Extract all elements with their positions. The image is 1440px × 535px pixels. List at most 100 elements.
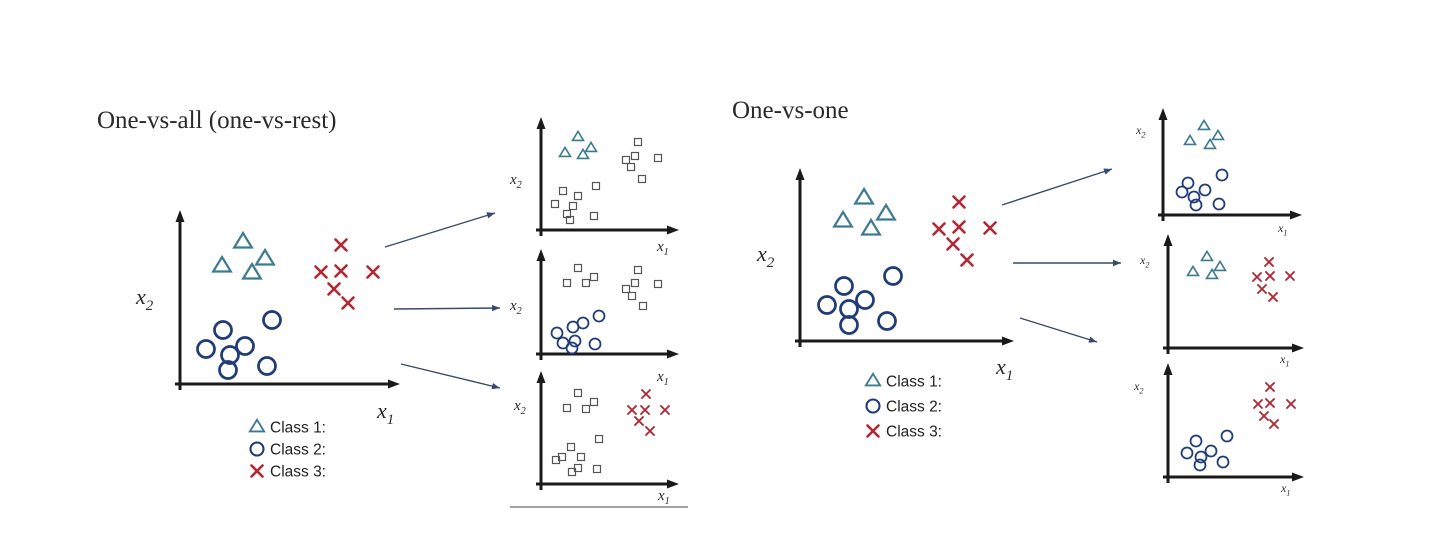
class-2-circle-icon xyxy=(839,299,859,319)
rest-square-icon xyxy=(653,153,663,163)
class-2-circle-icon xyxy=(1204,444,1218,458)
rest-square-icon xyxy=(638,301,648,311)
rest-square-icon xyxy=(573,388,583,398)
class-3-cross-icon xyxy=(1257,284,1267,294)
class-2-circle-icon xyxy=(220,345,240,365)
class-2-circle-icon xyxy=(568,334,582,348)
x2-axis-label-main: x xyxy=(1139,253,1146,267)
x1-axis-label-main: x xyxy=(657,488,665,504)
x2-axis-label-sub: 2 xyxy=(146,298,154,314)
x-axis-arrowhead-icon xyxy=(388,379,400,389)
class-3-cross-icon xyxy=(334,264,348,278)
legend-label-cross: Class 3: xyxy=(886,424,942,441)
class-1-triangle-icon xyxy=(1203,137,1217,150)
y-axis-arrowhead-icon xyxy=(175,210,185,222)
x-axis-arrowhead-icon xyxy=(1292,343,1304,353)
ovo-arrow-to-c-vs-x-head-icon xyxy=(1088,336,1097,343)
rest-square-icon xyxy=(581,404,591,414)
class-1-triangle-icon xyxy=(875,202,897,221)
class-1-triangle-icon xyxy=(1183,133,1197,146)
x2-axis-label-main: x xyxy=(1133,379,1140,393)
y-axis-arrowhead-icon xyxy=(536,371,546,383)
ovo-main-plot: x 1 x2 xyxy=(756,168,1014,384)
x2-axis-label-sub: 2 xyxy=(521,406,526,417)
x1-axis-label-main: x xyxy=(376,398,387,423)
class-2-circle-icon xyxy=(196,339,216,359)
class-1-triangle-icon xyxy=(248,418,266,433)
class-2-circle-icon xyxy=(592,309,606,323)
rest-square-icon xyxy=(653,279,663,289)
class-1-triangle-icon xyxy=(860,217,882,236)
class-2-circle-icon xyxy=(1189,434,1203,448)
class-2-circle-icon xyxy=(213,320,233,340)
rest-square-icon xyxy=(551,455,561,465)
class-2-circle-icon xyxy=(1212,197,1226,211)
class-2-circle-icon xyxy=(839,315,859,335)
class-3-cross-icon xyxy=(1259,411,1269,421)
legend-label-circle: Class 2: xyxy=(270,442,326,459)
class-3-cross-icon xyxy=(334,238,348,252)
class-1-triangle-icon xyxy=(1197,118,1211,131)
x1-axis-label: x1 xyxy=(1279,352,1289,368)
x2-axis-label-main: x xyxy=(509,172,517,188)
rest-square-icon xyxy=(633,137,643,147)
x1-axis-label-sub: 1 xyxy=(664,377,669,388)
x2-axis-label-main: x xyxy=(509,298,517,314)
x2-axis-label-main: x xyxy=(513,398,521,414)
class-2-circle-icon xyxy=(877,311,897,331)
x-axis-arrowhead-icon xyxy=(1002,336,1014,346)
ova-arrow-to-class1-head-icon xyxy=(486,212,495,219)
x1-axis-label-sub: 1 xyxy=(1283,228,1287,237)
ova-arrow-to-class3-head-icon xyxy=(491,383,500,390)
x2-axis-label: x2 xyxy=(1133,379,1143,395)
rest-square-icon xyxy=(573,263,583,273)
class-2-circle-icon xyxy=(834,276,854,296)
class-2-circle-icon xyxy=(588,337,602,351)
rest-square-icon xyxy=(566,442,576,452)
x1-axis-label-main: x xyxy=(656,369,664,385)
x2-axis-label-main: x xyxy=(756,241,767,266)
x2-axis-label-sub: 2 xyxy=(1139,386,1143,395)
class-2-circle-icon xyxy=(1180,446,1194,460)
class-3-cross-icon xyxy=(1265,398,1275,408)
class-2-circle-icon xyxy=(1189,198,1203,212)
x1-axis-label-sub: 1 xyxy=(1006,368,1013,384)
x2-axis-label: x2 xyxy=(509,172,522,191)
rest-square-icon xyxy=(637,174,647,184)
class-1-triangle-icon xyxy=(254,247,276,266)
x2-axis-label: x2 xyxy=(135,284,154,314)
class-2-circle-icon xyxy=(218,360,238,380)
class-1-triangle-icon xyxy=(832,209,854,228)
class-3-cross-icon xyxy=(952,220,966,234)
class-3-cross-icon xyxy=(641,389,651,399)
class-2-circle-icon xyxy=(1194,450,1208,464)
class-2-circle-icon xyxy=(235,336,255,356)
x2-axis-label-main: x xyxy=(135,284,146,309)
x2-axis-label-sub: 2 xyxy=(1141,130,1145,139)
x-axis-arrowhead-icon xyxy=(1290,210,1302,220)
rest-square-icon xyxy=(568,201,578,211)
x2-axis-label: x2 xyxy=(509,298,522,317)
rest-square-icon xyxy=(591,181,601,191)
ova-legend: Class 1: Class 2: Class 3: xyxy=(248,418,326,481)
class-3-cross-icon xyxy=(327,282,341,296)
x2-axis-label-sub: 2 xyxy=(517,180,522,191)
class-3-cross-icon xyxy=(960,253,974,267)
class-3-cross-icon xyxy=(1253,399,1263,409)
ova-arrow-to-class2-head-icon xyxy=(491,304,500,312)
class-1-triangle-icon xyxy=(864,372,882,387)
rest-square-icon xyxy=(581,278,591,288)
class-3-cross-icon xyxy=(634,416,644,426)
class-2-circle-icon xyxy=(262,310,282,330)
x-axis-arrowhead-icon xyxy=(667,349,679,359)
rest-square-icon xyxy=(633,265,643,275)
ova-arrow-to-class1 xyxy=(384,212,496,248)
class-3-cross-icon xyxy=(946,237,960,251)
rest-square-icon xyxy=(621,284,631,294)
y-axis-arrowhead-icon xyxy=(1158,108,1168,120)
x2-axis-label: x2 xyxy=(756,241,775,271)
